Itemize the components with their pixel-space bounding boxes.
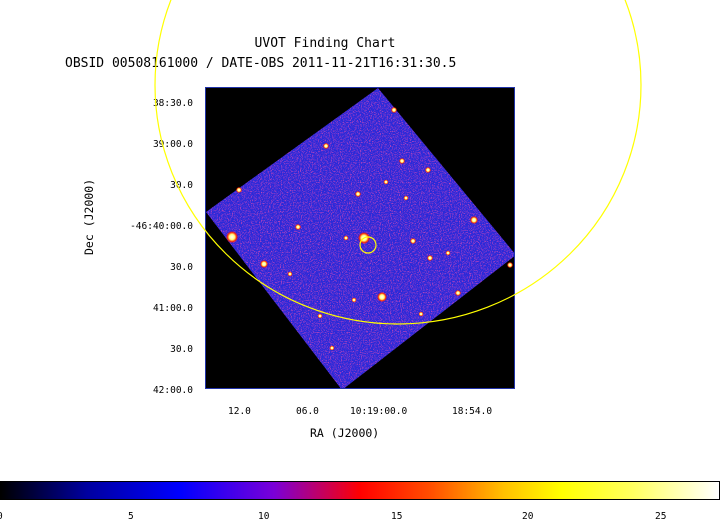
star — [343, 235, 349, 241]
chart-subtitle: OBSID 00508161000 / DATE-OBS 2011-11-21T… — [65, 56, 457, 71]
star — [260, 260, 268, 268]
star — [226, 231, 238, 243]
star — [323, 143, 329, 149]
star — [403, 195, 409, 201]
star — [351, 297, 357, 303]
image-frame — [205, 87, 515, 389]
star — [355, 191, 361, 197]
dec-tick-label: -46:40:00.0 — [130, 221, 193, 232]
ra-tick-label: 12.0 — [228, 406, 251, 417]
y-axis-label: Dec (J2000) — [82, 178, 96, 255]
star — [383, 179, 389, 185]
star — [287, 271, 293, 277]
colorbar-tick-label: 20 — [522, 511, 534, 521]
colorbar-tick-label: 5 — [128, 511, 134, 521]
colorbar-tick-label: 10 — [258, 511, 270, 521]
star — [399, 158, 405, 164]
ra-tick-label: 06.0 — [296, 406, 319, 417]
ra-tick-label: 18:54.0 — [452, 406, 493, 417]
star — [455, 290, 461, 296]
dec-tick-label: 39:00.0 — [152, 139, 193, 150]
star — [329, 345, 335, 351]
star — [295, 224, 301, 230]
colorbar-tick-label: 25 — [655, 511, 667, 521]
dec-tick-label: 30.0 — [170, 262, 193, 273]
star — [470, 216, 478, 224]
dec-tick-label: 41:00.0 — [152, 303, 193, 314]
star — [410, 238, 416, 244]
star — [358, 232, 370, 244]
sky-image — [206, 88, 514, 388]
star — [317, 313, 323, 319]
dec-tick-label: 38:30.0 — [152, 98, 193, 109]
star — [507, 262, 513, 268]
star — [445, 250, 451, 256]
ra-tick-label: 10:19:00.0 — [350, 406, 408, 417]
dec-tick-label: 42:00.0 — [152, 385, 193, 396]
x-axis-label: RA (J2000) — [310, 426, 380, 440]
dec-tick-label: 30.0 — [170, 344, 193, 355]
star — [236, 187, 242, 193]
chart-title: UVOT Finding Chart — [254, 36, 396, 51]
star — [377, 292, 387, 302]
dec-tick-label: 30.0 — [170, 180, 193, 191]
star — [391, 107, 397, 113]
colorbar-tick-label: 15 — [391, 511, 403, 521]
star — [425, 167, 431, 173]
colorbar-tick-label: 0 — [0, 511, 3, 521]
star — [427, 255, 433, 261]
colorbar — [0, 481, 720, 500]
star — [418, 311, 424, 317]
